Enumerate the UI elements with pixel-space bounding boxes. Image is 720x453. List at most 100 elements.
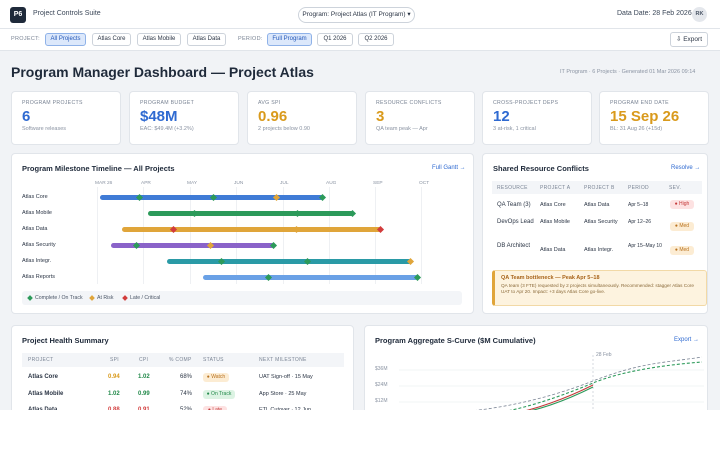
forecast-curve (483, 361, 703, 415)
legend-at-risk: At Risk (97, 295, 114, 301)
conflict-resource: DevOps Lead (497, 219, 534, 225)
program-selector[interactable]: Program: Project Atlas (IT Program) ▾ (298, 7, 415, 23)
col-status: STATUS (203, 357, 224, 363)
project-filter-label: PROJECT: (11, 36, 40, 42)
app-logo[interactable]: P6 (10, 7, 26, 23)
timeline-row-atlas-core[interactable]: Atlas Core (22, 194, 48, 200)
kpi-label: PROGRAM PROJECTS (22, 100, 83, 106)
kpi-sub: QA team peak — Apr (376, 126, 428, 132)
col-cpi: CPI (139, 357, 149, 363)
filter-atlas-mobile[interactable]: Atlas Mobile (137, 33, 181, 46)
legend-complete: Complete / On Track (35, 295, 83, 301)
timeline-row-atlas-security[interactable]: Atlas Security (22, 242, 56, 248)
gantt-bar-atlas-reports[interactable] (203, 275, 418, 280)
kpi-label: PROGRAM BUDGET (140, 100, 195, 106)
col-next-milestone: NEXT MILESTONE (259, 357, 307, 363)
health-project[interactable]: Atlas Mobile (28, 391, 64, 397)
health-next-milestone: UAT Sign-off · 15 May (259, 374, 313, 380)
kpi-value: 12 (493, 108, 510, 125)
gridline (190, 187, 191, 284)
col-project-b: PROJECT B (584, 185, 615, 191)
data-date: Data Date: 28 Feb 2026 (617, 10, 692, 17)
gridline (329, 187, 330, 284)
period-full-program[interactable]: Full Program (267, 33, 312, 46)
kpi-sub: 3 at-risk, 1 critical (493, 126, 536, 132)
kpi-value: $48M (140, 108, 178, 125)
health-table-header (22, 353, 344, 367)
gridline (143, 187, 144, 284)
complete-legend-icon (27, 295, 33, 301)
page-title: Program Manager Dashboard — Project Atla… (11, 64, 314, 80)
kpi-label: RESOURCE CONFLICTS (376, 100, 442, 106)
app-name: Project Controls Suite (33, 10, 101, 17)
conflict-resource: QA Team (3) (497, 202, 531, 208)
kpi-program-budget[interactable]: PROGRAM BUDGET $48M EAC: $49.4M (+3.2%) (129, 91, 239, 145)
timeline-row-atlas-reports[interactable]: Atlas Reports (22, 274, 56, 280)
col-project-a: PROJECT A (540, 185, 571, 191)
month-label: AUG (326, 181, 337, 186)
filter-atlas-data[interactable]: Atlas Data (187, 33, 226, 46)
avatar[interactable]: RK (692, 7, 707, 22)
milestone-timeline-card: Program Milestone Timeline — All Project… (11, 153, 474, 314)
health-spi: 0.94 (108, 374, 120, 380)
period-q1-2026[interactable]: Q1 2026 (317, 33, 353, 46)
kpi-sub: EAC: $49.4M (+3.2%) (140, 126, 194, 132)
gantt-bar-atlas-security[interactable] (111, 243, 274, 248)
month-label: JUN (234, 181, 244, 186)
health-comp: 68% (180, 374, 193, 380)
conflict-period: Apr 5–18 (628, 202, 649, 208)
timeline-row-atlas-mobile[interactable]: Atlas Mobile (22, 210, 52, 216)
resolve-link[interactable]: Resolve → (671, 165, 701, 171)
page-meta: IT Program · 6 Projects · Generated 01 M… (560, 69, 696, 75)
conflict-project-b: Atlas Data (584, 202, 610, 208)
health-cpi: 1.02 (138, 374, 150, 380)
kpi-avg-spi[interactable]: AVG SPI 0.96 2 projects below 0.90 (247, 91, 357, 145)
conflict-project-b: Atlas Integr. (584, 247, 614, 253)
period-q2-2026[interactable]: Q2 2026 (358, 33, 394, 46)
month-label: MAY (187, 181, 198, 186)
status-badge: ● On Track (203, 390, 235, 399)
kpi-sub: Software releases (22, 126, 67, 132)
month-label: OCT (419, 181, 430, 186)
filter-atlas-core[interactable]: Atlas Core (92, 33, 131, 46)
kpi-label: CROSS-PROJECT DEPS (493, 100, 559, 106)
conflict-resource: DB Architect (497, 243, 531, 249)
kpi-value: 3 (376, 108, 385, 125)
health-title: Project Health Summary (22, 336, 109, 345)
col-comp: % COMP (169, 357, 192, 363)
page-bottom-fade (0, 410, 720, 453)
gantt-bar-atlas-data[interactable] (122, 227, 382, 232)
kpi-cross-project-deps[interactable]: CROSS-PROJECT DEPS 12 3 at-risk, 1 criti… (482, 91, 592, 145)
health-project[interactable]: Atlas Core (28, 374, 59, 380)
filter-all-projects[interactable]: All Projects (45, 33, 86, 46)
gantt-bar-atlas-integr[interactable] (167, 259, 412, 264)
month-label: JUL (280, 181, 289, 186)
kpi-value: 0.96 (258, 108, 288, 125)
severity-badge: ● Med (670, 246, 694, 255)
kpi-resource-conflicts[interactable]: RESOURCE CONFLICTS 3 QA team peak — Apr (365, 91, 475, 145)
export-button[interactable]: ⇩ Export (670, 32, 708, 47)
kpi-program-end-date[interactable]: PROGRAM END DATE 15 Sep 26 BL: 31 Aug 26… (599, 91, 709, 145)
timeline-row-atlas-data[interactable]: Atlas Data (22, 226, 48, 232)
col-severity: SEV. (669, 185, 682, 191)
period-filter-label: PERIOD: (238, 36, 263, 42)
conflicts-title: Shared Resource Conflicts (493, 164, 589, 173)
conflict-project-a: Atlas Core (540, 202, 566, 208)
full-gantt-link[interactable]: Full Gantt → (432, 165, 466, 171)
conflict-period: Apr 15–May 10 (628, 243, 662, 249)
export-link[interactable]: Export → (674, 337, 700, 343)
health-spi: 1.02 (108, 391, 120, 397)
gridline (236, 187, 237, 284)
gantt-bar-atlas-mobile[interactable] (148, 211, 354, 216)
severity-badge: ● High (670, 200, 694, 209)
callout-title: QA Team bottleneck — Peak Apr 5–18 (501, 275, 600, 281)
kpi-program-projects[interactable]: PROGRAM PROJECTS 6 Software releases (11, 91, 121, 145)
col-resource: RESOURCE (497, 185, 528, 191)
kpi-value: 15 Sep 26 (610, 108, 680, 125)
kpi-sub: 2 projects below 0.90 (258, 126, 310, 132)
col-project: PROJECT (28, 357, 54, 363)
health-comp: 74% (180, 391, 193, 397)
health-next-milestone: App Store · 25 May (259, 391, 307, 397)
timeline-row-atlas-integr[interactable]: Atlas Integr. (22, 258, 52, 264)
callout-body: QA team (3 FTE) requested by 2 projects … (501, 283, 694, 294)
